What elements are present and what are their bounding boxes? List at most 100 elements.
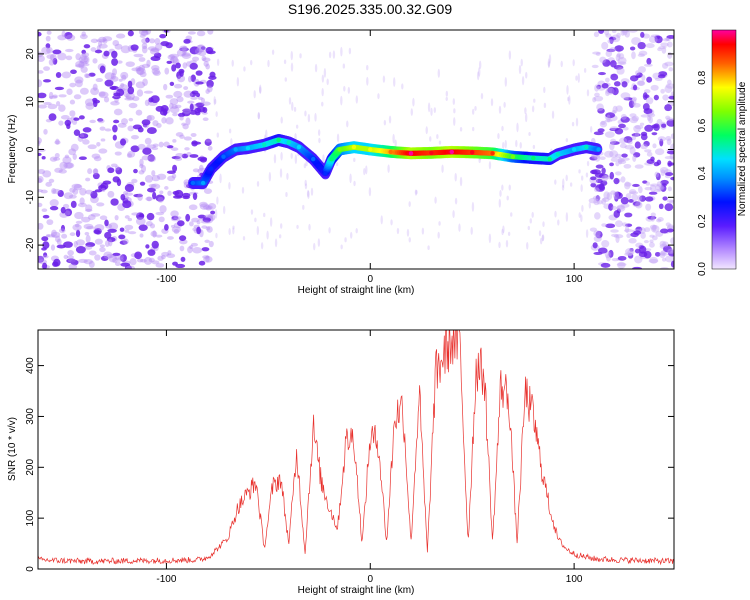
noise-blob: [96, 39, 106, 43]
noise-blob: [110, 86, 117, 90]
noise-blob: [112, 68, 118, 76]
noise-blob: [179, 245, 185, 252]
noise-blob: [336, 133, 340, 143]
noise-blob: [202, 57, 211, 62]
noise-blob: [250, 209, 254, 215]
noise-blob: [113, 108, 123, 116]
noise-blob: [355, 95, 358, 104]
noise-blob: [314, 63, 318, 73]
noise-blob: [194, 47, 202, 56]
spectrogram-xtick-label: 100: [566, 274, 583, 285]
noise-blob: [638, 50, 648, 56]
noise-blob: [433, 107, 437, 113]
noise-blob: [85, 73, 91, 79]
noise-blob: [526, 241, 529, 250]
noise-blob: [108, 222, 119, 231]
noise-blob: [107, 167, 115, 174]
noise-blob: [501, 125, 504, 132]
noise-blob: [243, 66, 246, 72]
noise-blob: [73, 94, 82, 100]
noise-blob: [131, 178, 138, 184]
noise-blob: [430, 107, 433, 117]
noise-blob: [114, 261, 121, 267]
noise-blob: [290, 50, 293, 61]
noise-blob: [148, 183, 157, 188]
noise-blob: [165, 94, 174, 99]
noise-blob: [104, 219, 109, 227]
noise-blob: [571, 121, 575, 127]
noise-blob: [139, 158, 144, 167]
noise-blob: [43, 252, 48, 258]
noise-blob: [79, 188, 87, 196]
spectrogram-ytick-label: 10: [25, 96, 36, 108]
noise-blob: [133, 168, 138, 174]
noise-blob: [80, 53, 87, 61]
noise-blob: [510, 212, 513, 217]
noise-blob: [88, 250, 97, 256]
noise-blob: [49, 53, 57, 61]
noise-blob: [206, 79, 214, 88]
noise-blob: [150, 230, 158, 237]
noise-blob: [189, 103, 194, 112]
noise-blob: [83, 55, 90, 64]
noise-blob: [182, 108, 191, 113]
noise-blob: [113, 119, 120, 124]
noise-blob: [280, 223, 283, 229]
noise-blob: [118, 78, 123, 82]
noise-blob: [69, 99, 76, 105]
noise-blob: [604, 30, 610, 36]
noise-blob: [425, 126, 428, 135]
noise-blob: [60, 206, 66, 214]
noise-blob: [631, 135, 637, 141]
noise-blob: [441, 164, 444, 173]
noise-blob: [46, 46, 53, 54]
noise-blob: [147, 46, 157, 51]
noise-blob: [192, 168, 200, 173]
noise-blob: [56, 244, 66, 249]
noise-blob: [594, 84, 599, 92]
noise-blob: [81, 216, 91, 223]
noise-blob: [458, 223, 461, 232]
noise-blob: [634, 131, 640, 138]
noise-blob: [434, 196, 437, 204]
noise-blob: [649, 234, 655, 238]
noise-blob: [189, 154, 199, 158]
noise-blob: [66, 255, 74, 259]
noise-blob: [661, 183, 667, 187]
noise-blob: [616, 204, 626, 212]
noise-blob: [174, 104, 182, 109]
noise-blob: [602, 197, 610, 203]
noise-blob: [167, 236, 174, 240]
noise-blob: [138, 30, 149, 36]
noise-blob: [183, 181, 190, 189]
noise-blob: [643, 239, 649, 244]
noise-blob: [191, 90, 199, 95]
noise-blob: [541, 234, 544, 242]
noise-blob: [146, 196, 152, 202]
noise-blob: [176, 96, 184, 103]
noise-blob: [171, 226, 181, 233]
noise-blob: [253, 90, 256, 99]
noise-blob: [643, 227, 651, 233]
noise-blob: [155, 234, 163, 238]
noise-blob: [154, 37, 161, 45]
noise-blob: [136, 89, 144, 97]
noise-blob: [520, 58, 523, 67]
noise-blob: [265, 129, 268, 140]
noise-blob: [124, 215, 130, 219]
noise-blob: [637, 195, 642, 202]
noise-blob: [182, 107, 192, 114]
noise-blob: [304, 179, 307, 187]
noise-blob: [612, 105, 618, 114]
noise-blob: [76, 239, 85, 246]
noise-blob: [624, 182, 632, 187]
noise-blob: [620, 176, 626, 183]
noise-blob: [471, 108, 475, 115]
noise-blob: [52, 49, 62, 55]
noise-blob: [167, 175, 176, 182]
snr-xlabel: Height of straight line (km): [298, 585, 415, 596]
noise-blob: [610, 138, 617, 144]
snr-panel: -100 0 100 0 100 200 300 400 Height of straight…: [7, 329, 675, 596]
noise-blob: [78, 156, 87, 161]
